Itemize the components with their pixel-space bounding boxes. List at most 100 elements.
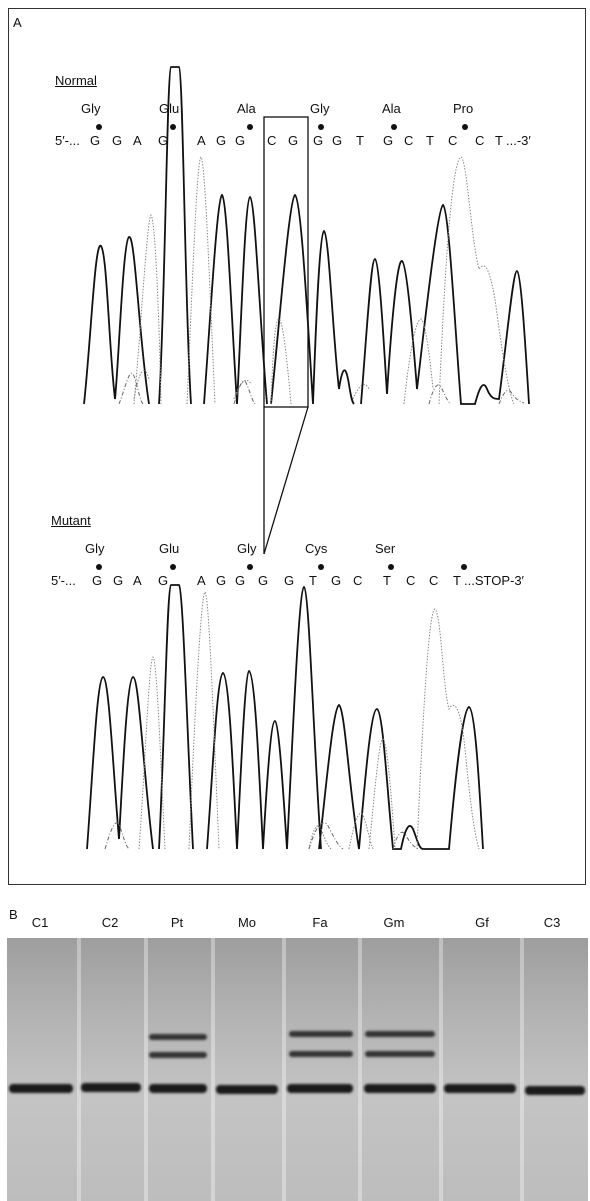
lane-separator [211, 938, 215, 1201]
mutant-base: G [284, 573, 295, 588]
mutant-aa-3: Gly [237, 541, 257, 556]
normal-base: G [158, 133, 169, 148]
normal-base: G [313, 133, 324, 148]
gel-heteroduplex-upper-gm [365, 1031, 435, 1037]
gel-band-c3 [525, 1086, 585, 1095]
normal-base: G [288, 133, 299, 148]
lane-separator [282, 938, 286, 1201]
panel-a-chromatogram: A Normal Gly Glu Ala Gly Ala Pro 5′-... … [8, 8, 586, 885]
mutant-seq-suffix: ...STOP-3′ [464, 573, 524, 588]
gel-heteroduplex-lower-gm [365, 1051, 435, 1057]
gel-heteroduplex-lower-pt [149, 1052, 207, 1058]
normal-base: C [267, 133, 277, 148]
gel-heteroduplex-upper-fa [289, 1031, 353, 1037]
normal-base: T [426, 133, 434, 148]
gel-band-gf [444, 1084, 516, 1093]
normal-base: G [383, 133, 394, 148]
gel-band-fa [287, 1084, 353, 1093]
codon-dot [247, 124, 253, 130]
lane-separator [520, 938, 524, 1201]
mutant-aa-4: Cys [305, 541, 328, 556]
codon-dot [170, 124, 176, 130]
mutant-base: T [383, 573, 391, 588]
codon-dot [318, 124, 324, 130]
gel-band-gm [364, 1084, 436, 1093]
normal-base: C [448, 133, 458, 148]
codon-markers [96, 124, 468, 570]
lane-separator [358, 938, 362, 1201]
normal-base: A [133, 133, 142, 148]
gel-band-c2 [81, 1083, 141, 1092]
normal-aa-5: Ala [382, 101, 401, 116]
chromatogram-graphics [83, 66, 530, 850]
deletion-line-right [263, 406, 309, 555]
lane-label-c2: C2 [101, 915, 119, 930]
lane-separator [77, 938, 81, 1201]
gel-band-mo [216, 1085, 278, 1094]
gel-band-pt [149, 1084, 207, 1093]
normal-base: G [216, 133, 227, 148]
normal-heading: Normal [55, 73, 97, 88]
mutant-base: G [216, 573, 227, 588]
normal-trace-dashdot [118, 372, 525, 405]
codon-dot [170, 564, 176, 570]
panel-b-label: B [9, 907, 18, 922]
panel-a-label: A [13, 15, 22, 30]
mutant-heading: Mutant [51, 513, 91, 528]
codon-dot [96, 124, 102, 130]
mutant-aa-2: Glu [159, 541, 180, 556]
lane-label-gf: Gf [475, 915, 489, 930]
mutant-seq-prefix: 5′-... [51, 573, 76, 588]
normal-base: C [475, 133, 485, 148]
codon-dot [388, 564, 394, 570]
deletion-box [263, 116, 309, 408]
normal-base: T [356, 133, 364, 148]
lane-separator [439, 938, 443, 1201]
normal-base: C [404, 133, 414, 148]
mutant-base: C [406, 573, 416, 588]
normal-seq-prefix: 5′-... [55, 133, 80, 148]
normal-base: A [197, 133, 206, 148]
mutant-trace-dashdot [104, 822, 420, 850]
normal-aa-4: Gly [310, 101, 330, 116]
mutant-base: G [258, 573, 269, 588]
mutant-base: T [453, 573, 461, 588]
codon-dot [96, 564, 102, 570]
mutant-base: G [158, 573, 169, 588]
codon-dot [461, 564, 467, 570]
lane-label-mo: Mo [237, 915, 257, 930]
normal-base: G [112, 133, 123, 148]
mutant-aa-5: Ser [375, 541, 396, 556]
normal-trace-black [83, 66, 530, 405]
gel-band-c1 [9, 1084, 73, 1093]
codon-dot [462, 124, 468, 130]
normal-base: G [235, 133, 246, 148]
mutant-base: G [92, 573, 103, 588]
lane-label-gm: Gm [383, 915, 405, 930]
normal-base: G [332, 133, 343, 148]
normal-aa-6: Pro [453, 101, 474, 116]
mutant-base: A [197, 573, 206, 588]
lane-label-fa: Fa [312, 915, 328, 930]
mutant-base: C [429, 573, 439, 588]
gel-image [7, 938, 588, 1201]
normal-aa-1: Gly [81, 101, 101, 116]
mutant-base: G [113, 573, 124, 588]
mutant-trace-black [86, 584, 484, 850]
codon-dot [247, 564, 253, 570]
lane-label-c3: C3 [543, 915, 561, 930]
gel-heteroduplex-lower-fa [289, 1051, 353, 1057]
normal-trace-grey [133, 156, 515, 405]
normal-base: G [90, 133, 101, 148]
mutant-trace-grey [138, 591, 480, 850]
normal-seq-suffix: ...-3′ [506, 133, 531, 148]
codon-dot [318, 564, 324, 570]
mutant-base: A [133, 573, 142, 588]
mutant-base: G [331, 573, 342, 588]
normal-aa-3: Ala [237, 101, 256, 116]
gel-heteroduplex-upper-pt [149, 1034, 207, 1040]
lane-label-c1: C1 [31, 915, 49, 930]
codon-dot [391, 124, 397, 130]
normal-base: T [495, 133, 503, 148]
lane-label-pt: Pt [170, 915, 184, 930]
